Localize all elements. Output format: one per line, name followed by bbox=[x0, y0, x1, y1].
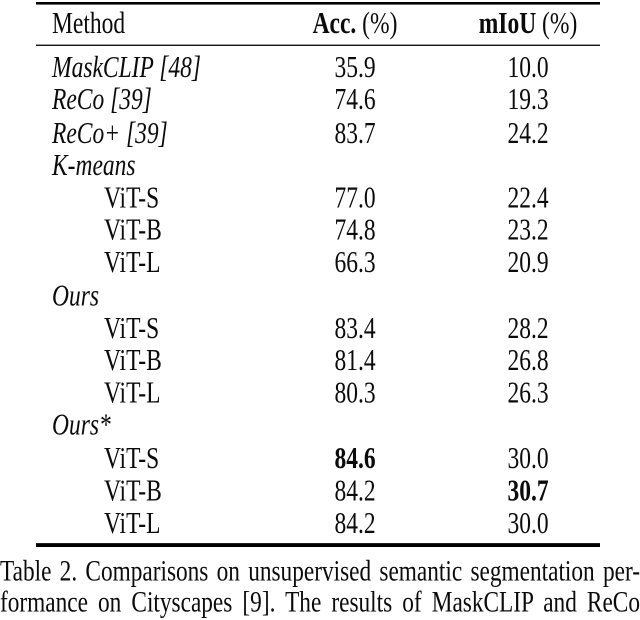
acc-cell: 77.0 bbox=[334, 181, 376, 216]
acc-cell: 66.3 bbox=[334, 246, 376, 281]
acc-cell: 81.4 bbox=[334, 344, 376, 378]
column-header-miou: mIoU (%) bbox=[448, 5, 608, 44]
table-row: ViT-B 84.2 30.7 bbox=[0, 474, 640, 509]
table-caption: Table 2. Comparisons on unsupervised sem… bbox=[0, 554, 640, 620]
column-header-method: Method bbox=[52, 7, 126, 42]
results-table: Method Acc. (%) mIoU (%) MaskCLIP [48] 3… bbox=[0, 2, 640, 547]
miou-cell: 20.9 bbox=[507, 246, 549, 281]
column-header-acc-name: Acc. bbox=[312, 7, 357, 42]
bottom-rule bbox=[36, 543, 600, 547]
miou-cell: 23.2 bbox=[507, 214, 549, 248]
table-row: ViT-L 84.2 30.0 bbox=[0, 506, 640, 541]
method-cell: MaskCLIP [48] bbox=[52, 51, 202, 86]
method-cell: ViT-B bbox=[104, 214, 162, 248]
table-row: ViT-L 80.3 26.3 bbox=[0, 376, 640, 411]
acc-cell: 35.9 bbox=[334, 51, 376, 86]
table-row: ViT-S 83.4 28.2 bbox=[0, 311, 640, 346]
method-cell: ViT-L bbox=[104, 376, 161, 411]
column-header-acc: Acc. (%) bbox=[275, 5, 435, 44]
miou-cell: 30.0 bbox=[507, 506, 549, 541]
method-cell: ViT-S bbox=[104, 441, 160, 476]
miou-cell: 22.4 bbox=[507, 181, 549, 216]
table-row: ViT-L 66.3 20.9 bbox=[0, 246, 640, 281]
miou-cell: 26.3 bbox=[507, 376, 549, 411]
method-cell: ViT-B bbox=[104, 344, 162, 378]
acc-cell: 74.6 bbox=[334, 83, 376, 118]
table-row: ViT-B 81.4 26.8 bbox=[0, 345, 640, 378]
method-cell: ViT-L bbox=[104, 246, 161, 281]
table-header-row: Method Acc. (%) mIoU (%) bbox=[0, 5, 640, 44]
table-body: MaskCLIP [48] 35.9 10.0 ReCo [39] 74.6 1… bbox=[0, 46, 640, 540]
table-row: MaskCLIP [48] 35.9 10.0 bbox=[0, 51, 640, 86]
table-row-group: K-means bbox=[0, 149, 640, 183]
acc-cell: 83.4 bbox=[334, 311, 376, 346]
table-row: ViT-S 77.0 22.4 bbox=[0, 181, 640, 216]
table-row-group: Ours bbox=[0, 280, 640, 313]
miou-cell: 26.8 bbox=[507, 344, 549, 378]
acc-cell: 84.2 bbox=[334, 506, 376, 541]
method-cell: ViT-B bbox=[104, 474, 162, 508]
miou-cell: 10.0 bbox=[507, 51, 549, 86]
method-group-cell: Ours bbox=[52, 279, 100, 313]
column-header-acc-unit: (%) bbox=[356, 7, 398, 42]
method-cell: ReCo [39] bbox=[52, 83, 152, 118]
table-row: ViT-B 74.8 23.2 bbox=[0, 214, 640, 248]
column-header-miou-unit: (%) bbox=[536, 7, 578, 42]
caption-line-2: formance on Cityscapes [9]. The results … bbox=[0, 586, 640, 620]
header-rule bbox=[36, 44, 600, 47]
method-cell: ReCo+ [39] bbox=[52, 116, 168, 151]
top-rule bbox=[36, 2, 600, 6]
acc-cell: 83.7 bbox=[334, 116, 376, 151]
miou-cell: 24.2 bbox=[507, 116, 549, 151]
acc-cell: 84.2 bbox=[334, 474, 376, 508]
method-cell: ViT-L bbox=[104, 506, 161, 541]
table-row: ReCo [39] 74.6 19.3 bbox=[0, 83, 640, 118]
acc-cell-best: 84.6 bbox=[334, 441, 376, 476]
method-cell: ViT-S bbox=[104, 181, 160, 216]
acc-cell: 80.3 bbox=[334, 376, 376, 411]
method-group-cell: Ours* bbox=[52, 409, 111, 443]
column-header-miou-name: mIoU bbox=[478, 7, 537, 42]
miou-cell: 28.2 bbox=[507, 311, 549, 346]
caption-line-1: Table 2. Comparisons on unsupervised sem… bbox=[0, 554, 640, 588]
method-cell: ViT-S bbox=[104, 311, 160, 346]
miou-cell: 30.0 bbox=[507, 441, 549, 476]
table-row: ViT-S 84.6 30.0 bbox=[0, 441, 640, 476]
method-group-cell: K-means bbox=[52, 149, 136, 183]
miou-cell-best: 30.7 bbox=[507, 474, 549, 508]
table-row: ReCo+ [39] 83.7 24.2 bbox=[0, 116, 640, 151]
miou-cell: 19.3 bbox=[507, 83, 549, 118]
table-row-group: Ours* bbox=[0, 409, 640, 444]
acc-cell: 74.8 bbox=[334, 214, 376, 248]
